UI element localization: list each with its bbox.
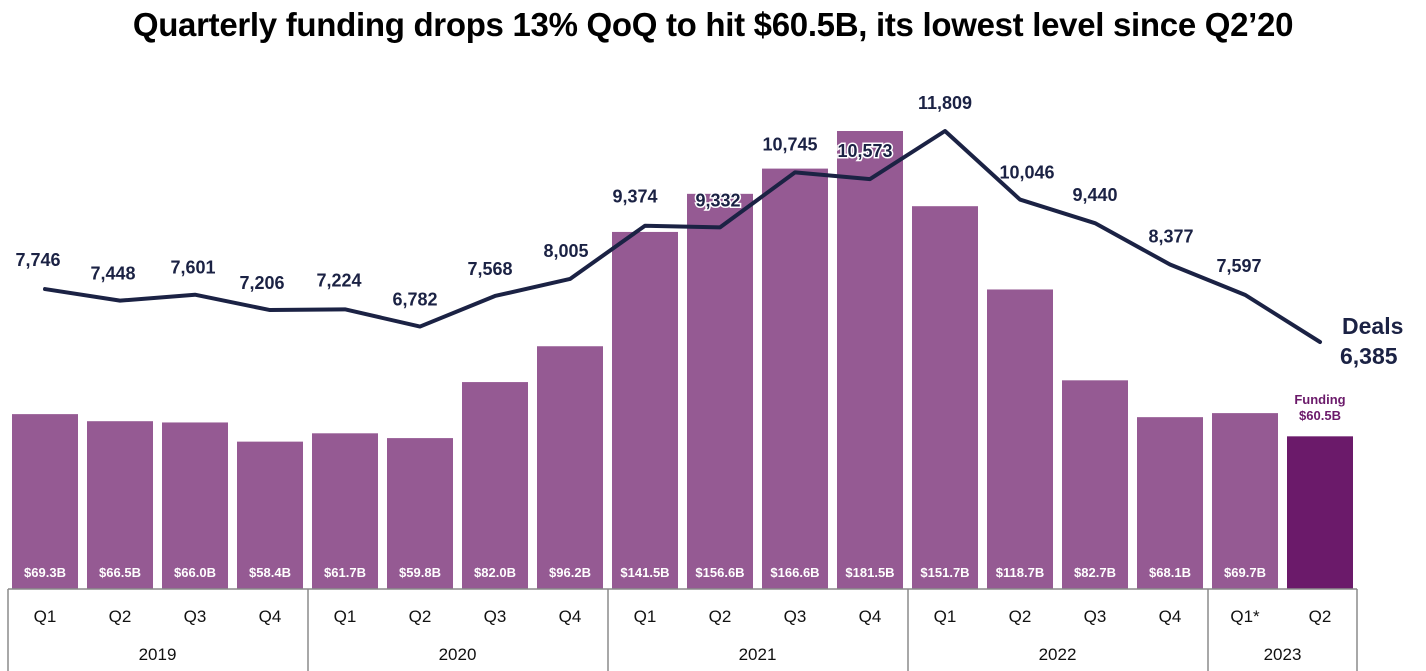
chart-title: Quarterly funding drops 13% QoQ to hit $… [132, 6, 1294, 43]
x-year-label: 2021 [739, 645, 777, 664]
deals-point-label: 7,448 [90, 264, 135, 284]
funding-bar [387, 438, 453, 589]
deals-point-label: 10,046 [999, 163, 1054, 183]
x-tick-label: Q4 [1159, 607, 1182, 626]
funding-bar-label: $59.8B [399, 565, 441, 580]
deals-point-label: 10,745 [762, 134, 817, 154]
deals-point-label: 9,440 [1072, 185, 1117, 205]
x-tick-label: Q3 [184, 607, 207, 626]
funding-bar [537, 346, 603, 589]
funding-bar [237, 441, 303, 589]
funding-bar [987, 289, 1053, 589]
deals-point-label: 7,568 [467, 259, 512, 279]
funding-bar-label: $151.7B [920, 565, 969, 580]
funding-bar-label: $66.5B [99, 565, 141, 580]
x-tick-label: Q4 [859, 607, 882, 626]
funding-bar-label: $96.2B [549, 565, 591, 580]
deals-series-label: Deals [1342, 313, 1403, 339]
x-year-label: 2022 [1039, 645, 1077, 664]
deals-point-label: 7,746 [15, 250, 60, 270]
funding-bar-label: $118.7B [996, 565, 1044, 580]
deals-point-label: 11,809 [918, 93, 972, 113]
deals-point-label: 7,601 [170, 258, 215, 278]
funding-bar [1212, 413, 1278, 589]
funding-bar [12, 414, 78, 589]
funding-bar-label: $181.5B [845, 565, 894, 580]
funding-bar [1137, 417, 1203, 589]
funding-bar [312, 433, 378, 589]
deals-point-label: 7,597 [1216, 256, 1261, 276]
deals-point-label: 7,224 [316, 270, 361, 290]
funding-bar-label: $69.3B [24, 565, 66, 580]
x-tick-label: Q2 [1309, 607, 1332, 626]
deals-line [43, 129, 1322, 344]
x-tick-label: Q3 [784, 607, 807, 626]
deals-point-label: 10,573 [837, 141, 892, 161]
funding-bar [462, 382, 528, 589]
funding-last-value: $60.5B [1299, 408, 1341, 423]
deals-point-label: 8,377 [1148, 227, 1193, 247]
funding-bar-label: $141.5B [620, 565, 669, 580]
x-tick-label: Q1 [334, 607, 357, 626]
x-year-label: 2020 [439, 645, 477, 664]
funding-bar-label: $82.0B [474, 565, 516, 580]
funding-bar-label: $69.7B [1224, 565, 1266, 580]
deals-point-label: 8,005 [543, 241, 588, 261]
x-tick-label: Q4 [259, 607, 282, 626]
x-tick-label: Q1* [1230, 607, 1260, 626]
funding-bar [162, 422, 228, 589]
x-tick-label: Q1 [634, 607, 657, 626]
deals-last-value: 6,385 [1340, 343, 1398, 369]
deals-point-label: 6,782 [392, 290, 437, 310]
x-year-label: 2023 [1264, 645, 1302, 664]
funding-bar-label: $166.6B [770, 565, 819, 580]
x-tick-label: Q2 [709, 607, 732, 626]
funding-bar [687, 193, 753, 589]
x-tick-label: Q4 [559, 607, 582, 626]
funding-bar-label: $58.4B [249, 565, 291, 580]
x-tick-label: Q3 [1084, 607, 1107, 626]
x-tick-label: Q1 [934, 607, 957, 626]
funding-series-label: Funding [1294, 392, 1345, 407]
funding-bar-label: $68.1B [1149, 565, 1191, 580]
funding-bar [762, 168, 828, 590]
x-tick-label: Q2 [1009, 607, 1032, 626]
funding-bar [612, 231, 678, 589]
x-tick-label: Q3 [484, 607, 507, 626]
funding-bar [1062, 380, 1128, 589]
funding-bar-label: $66.0B [174, 565, 216, 580]
funding-bar [1287, 436, 1353, 589]
funding-bar [912, 206, 978, 589]
x-tick-label: Q2 [409, 607, 432, 626]
x-tick-label: Q1 [34, 607, 57, 626]
x-year-label: 2019 [139, 645, 177, 664]
deals-point-label: 9,374 [612, 187, 657, 207]
funding-bar [87, 421, 153, 589]
deals-point-label: 7,206 [239, 273, 284, 293]
x-tick-label: Q2 [109, 607, 132, 626]
funding-bar [837, 131, 903, 589]
funding-bar-label: $82.7B [1074, 565, 1116, 580]
funding-bar-label: $156.6B [695, 565, 744, 580]
funding-bar-label: $61.7B [324, 565, 366, 580]
deals-point-label: 9,332 [695, 190, 740, 210]
